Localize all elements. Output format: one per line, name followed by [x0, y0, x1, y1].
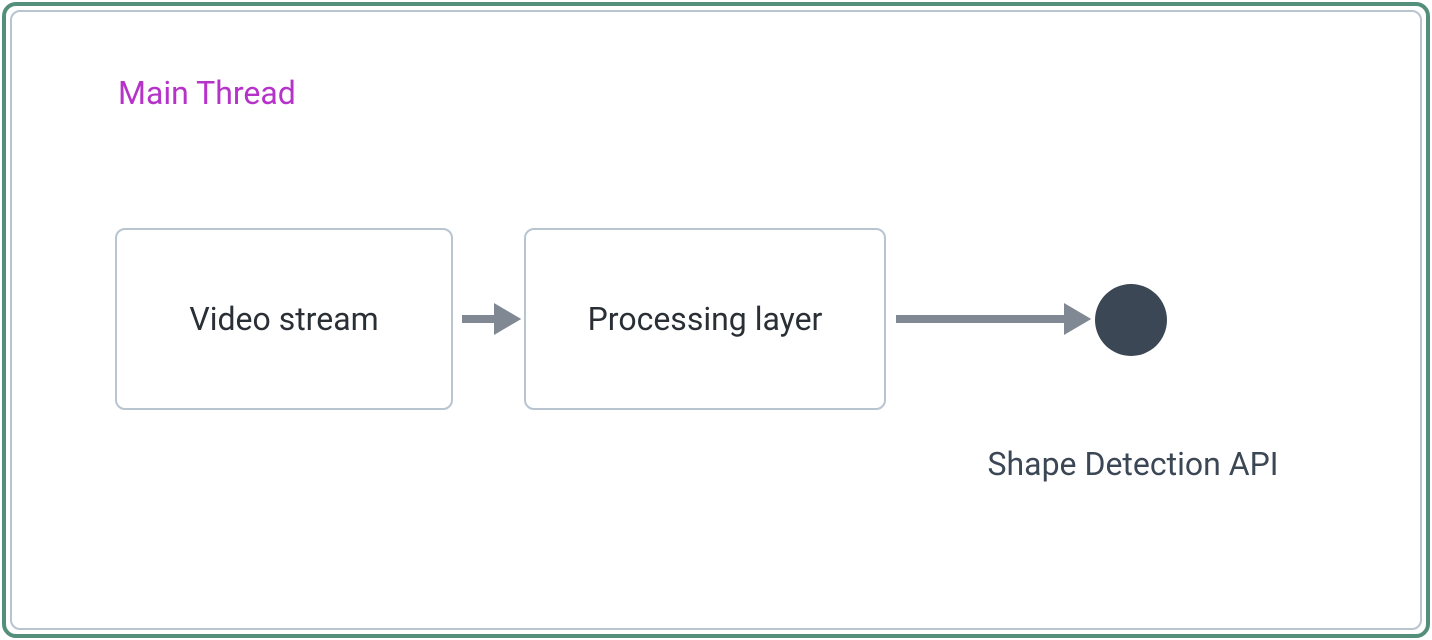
diagram-title: Main Thread [118, 74, 296, 112]
arrow-processing-to-api [872, 295, 1104, 343]
arrow-video-to-processing [438, 295, 534, 343]
node-shape-detection-circle [1095, 284, 1167, 356]
node-video-stream-label: Video stream [189, 300, 378, 338]
node-shape-detection-label: Shape Detection API [975, 445, 1291, 483]
node-video-stream: Video stream [115, 228, 453, 410]
diagram-container: Main Thread Video stream Processing laye… [0, 0, 1432, 640]
node-processing-layer-label: Processing layer [588, 300, 823, 338]
node-processing-layer: Processing layer [524, 228, 886, 410]
